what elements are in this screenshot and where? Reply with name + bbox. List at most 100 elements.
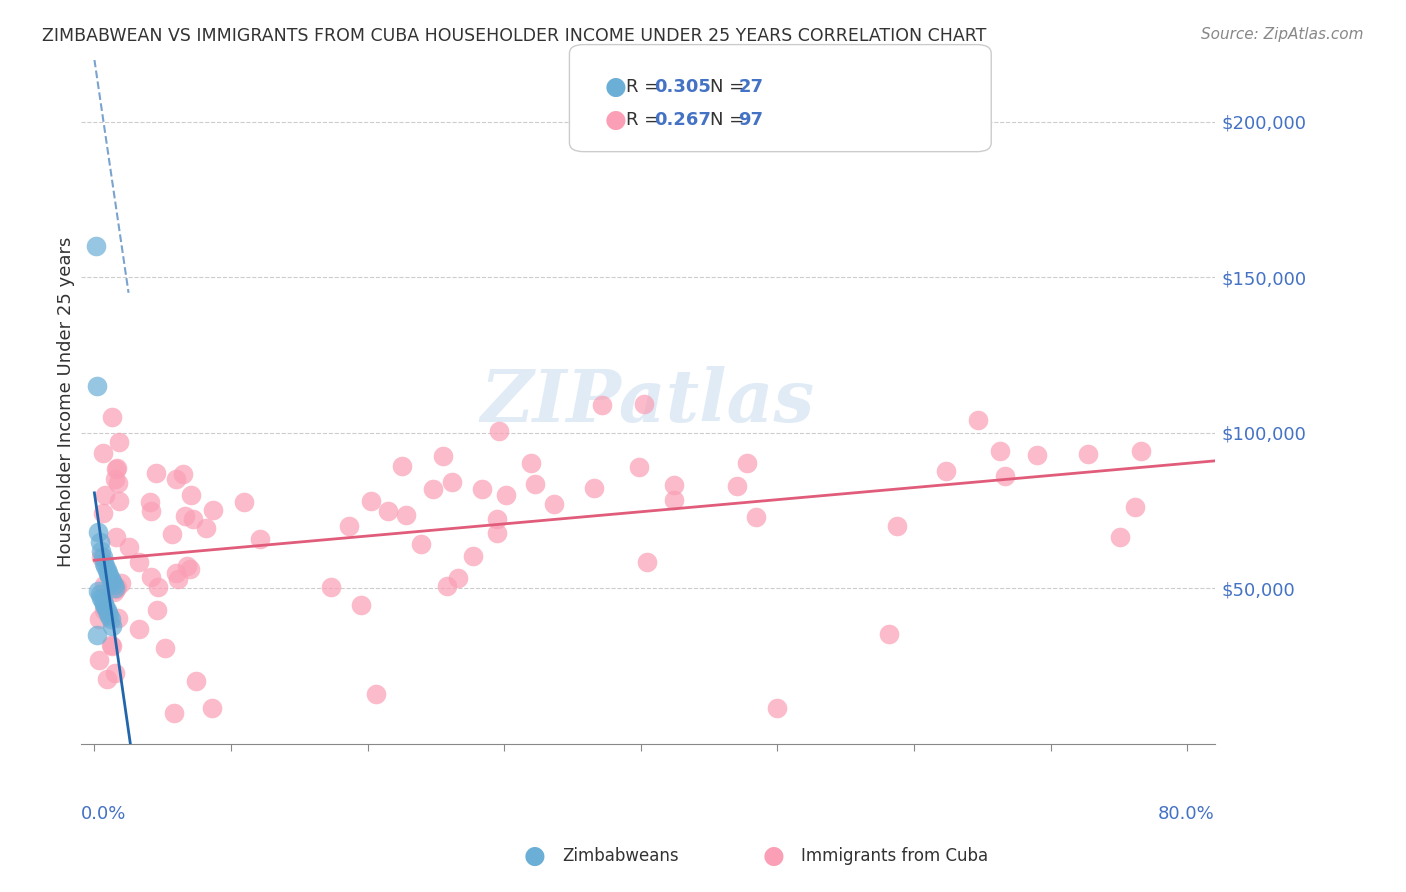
- Point: [93, 602, 115, 616]
- Point: [96, 603, 118, 617]
- Point: [91, 593, 114, 607]
- Point: [105, 530, 128, 544]
- Point: [93, 597, 115, 611]
- Text: 97: 97: [738, 112, 763, 129]
- Point: [139, 570, 162, 584]
- Text: Immigrants from Cuba: Immigrants from Cuba: [801, 847, 988, 865]
- Point: [745, 509, 768, 524]
- Point: [100, 612, 122, 626]
- Point: [249, 532, 271, 546]
- Text: ●: ●: [762, 845, 785, 868]
- Text: ●: ●: [605, 109, 627, 132]
- Text: 80.0%: 80.0%: [1157, 805, 1215, 823]
- Point: [184, 674, 207, 689]
- Point: [93, 578, 115, 592]
- Text: N =: N =: [710, 78, 749, 96]
- Point: [105, 460, 128, 475]
- Point: [146, 580, 169, 594]
- Point: [524, 477, 547, 491]
- Point: [103, 578, 125, 592]
- Point: [165, 566, 187, 581]
- Point: [98, 568, 121, 582]
- Point: [107, 580, 129, 594]
- Point: [86, 379, 108, 393]
- Point: [180, 488, 202, 502]
- Point: [97, 566, 120, 580]
- Point: [664, 478, 686, 492]
- Point: [160, 527, 183, 541]
- Point: [104, 581, 127, 595]
- Point: [86, 628, 108, 642]
- Point: [319, 580, 342, 594]
- Text: Source: ZipAtlas.com: Source: ZipAtlas.com: [1201, 27, 1364, 42]
- Point: [664, 492, 686, 507]
- Point: [90, 549, 112, 564]
- Point: [461, 549, 484, 564]
- Text: N =: N =: [710, 112, 749, 129]
- Point: [89, 587, 111, 601]
- Point: [104, 582, 127, 596]
- Point: [1129, 444, 1152, 458]
- Point: [100, 638, 122, 652]
- Point: [1123, 500, 1146, 514]
- Point: [101, 410, 124, 425]
- Point: [89, 534, 111, 549]
- Point: [84, 239, 107, 253]
- Point: [179, 562, 201, 576]
- Point: [128, 555, 150, 569]
- Point: [100, 572, 122, 586]
- Point: [105, 462, 128, 476]
- Point: [145, 466, 167, 480]
- Point: [110, 575, 132, 590]
- Point: [360, 494, 382, 508]
- Point: [488, 425, 510, 439]
- Point: [145, 603, 167, 617]
- Point: [166, 572, 188, 586]
- Point: [988, 444, 1011, 458]
- Point: [128, 623, 150, 637]
- Point: [447, 571, 470, 585]
- Point: [176, 558, 198, 573]
- Point: [411, 537, 433, 551]
- Point: [436, 579, 458, 593]
- Text: ●: ●: [523, 845, 546, 868]
- Point: [495, 488, 517, 502]
- Point: [165, 472, 187, 486]
- Point: [104, 665, 127, 680]
- Point: [201, 701, 224, 715]
- Point: [172, 467, 194, 482]
- Point: [432, 449, 454, 463]
- Point: [107, 475, 129, 490]
- Text: R =: R =: [626, 78, 665, 96]
- Point: [485, 512, 508, 526]
- Point: [174, 508, 197, 523]
- Point: [107, 611, 129, 625]
- Point: [485, 526, 508, 541]
- Point: [91, 507, 114, 521]
- Point: [735, 457, 758, 471]
- Point: [636, 555, 658, 569]
- Point: [163, 706, 186, 720]
- Point: [153, 640, 176, 655]
- Point: [96, 673, 118, 687]
- Point: [627, 459, 650, 474]
- Text: 27: 27: [738, 78, 763, 96]
- Text: ●: ●: [605, 76, 627, 99]
- Text: ZIPatlas: ZIPatlas: [481, 366, 814, 437]
- Point: [1026, 448, 1049, 462]
- Point: [108, 494, 131, 508]
- Point: [103, 472, 125, 486]
- Point: [391, 459, 413, 474]
- Point: [583, 481, 606, 495]
- Point: [422, 482, 444, 496]
- Point: [350, 598, 373, 612]
- Point: [440, 475, 463, 490]
- Point: [725, 479, 748, 493]
- Point: [935, 464, 957, 478]
- Text: 0.305: 0.305: [654, 78, 710, 96]
- Point: [195, 521, 218, 535]
- Point: [202, 503, 225, 517]
- Point: [966, 413, 988, 427]
- Text: R =: R =: [626, 112, 665, 129]
- Text: Zimbabweans: Zimbabweans: [562, 847, 679, 865]
